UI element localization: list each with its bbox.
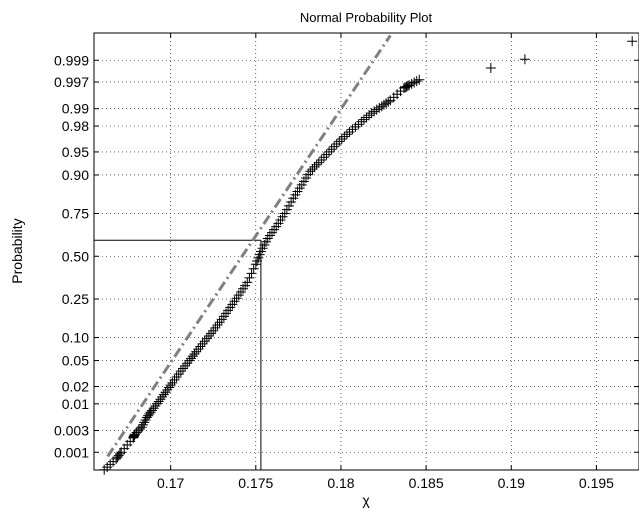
y-tick-label: 0.05: [62, 353, 89, 369]
data-point-marker: [136, 422, 147, 433]
fit-line: [106, 34, 392, 458]
y-tick-label: 0.001: [54, 444, 89, 460]
y-tick-label: 0.50: [62, 248, 89, 264]
x-axis-label: χ: [362, 492, 370, 508]
data-point-marker: [199, 336, 210, 347]
y-tick-label: 0.25: [62, 291, 89, 307]
data-point-marker: [177, 363, 188, 374]
y-axis-label: Probability: [9, 218, 25, 283]
y-tick-label: 0.02: [62, 379, 89, 395]
x-tick-label: 0.185: [409, 475, 444, 491]
data-point-marker: [316, 154, 327, 165]
data-point-marker: [318, 152, 329, 163]
data-point-marker: [305, 166, 316, 177]
y-ticks: 0.001 0.003 0.010.02 0.05 0.10 0.25 0.50 0.75 0.…: [54, 52, 639, 460]
data-point-marker: [197, 338, 208, 349]
y-tick-label: 0.95: [62, 144, 89, 160]
data-point-marker: [140, 414, 151, 425]
data-point-marker: [401, 81, 412, 92]
data-point-marker: [409, 77, 420, 88]
data-point-marker: [307, 164, 318, 175]
x-tick-label: 0.18: [327, 475, 354, 491]
data-point-marker: [411, 76, 422, 87]
data-point-marker: [180, 360, 191, 371]
data-point-marker: [242, 277, 253, 288]
data-point-marker: [369, 106, 380, 117]
y-tick-label: 0.003: [54, 423, 89, 439]
data-point-marker: [364, 110, 375, 121]
y-tick-label: 0.90: [62, 167, 89, 183]
data-point-marker: [313, 157, 324, 168]
fit-line-group: [106, 34, 392, 458]
y-tick-label: 0.99: [62, 101, 89, 117]
data-point-marker: [195, 341, 206, 352]
data-point-marker: [414, 74, 425, 85]
data-point-marker: [244, 272, 255, 283]
plot-frame: [93, 32, 639, 471]
grid: [94, 33, 639, 470]
x-tick-label: 0.195: [579, 475, 614, 491]
data-point-marker: [366, 108, 377, 119]
data-point-marker: [341, 129, 352, 140]
data-point-marker: [329, 141, 340, 152]
y-tick-label: 0.75: [62, 205, 89, 221]
data-point-marker: [339, 131, 350, 142]
y-tick-label: 0.01: [62, 396, 89, 412]
y-tick-label: 0.997: [54, 74, 89, 90]
x-tick-label: 0.19: [498, 475, 525, 491]
data-point-marker: [383, 96, 394, 107]
data-point-marker: [201, 333, 212, 344]
data-point-marker: [404, 80, 415, 91]
x-tick-label: 0.17: [157, 475, 184, 491]
data-point-marker: [309, 161, 320, 172]
data-point-marker: [485, 63, 496, 74]
data-point-marker: [371, 104, 382, 115]
data-point-marker: [326, 144, 337, 155]
data-point-marker: [246, 268, 257, 279]
data-point-marker: [139, 417, 150, 428]
data-point-marker: [519, 54, 530, 65]
chart-title: Normal Probability Plot: [300, 10, 433, 25]
data-point-marker: [248, 263, 259, 274]
data-point-marker: [191, 346, 202, 357]
data-point-marker: [206, 328, 217, 339]
data-point-marker: [331, 138, 342, 149]
data-point-marker: [356, 116, 367, 127]
data-point-marker: [137, 419, 148, 430]
x-ticks: 0.17 0.175 0.18 0.185 0.19 0.195: [157, 33, 614, 491]
data-point-marker: [627, 36, 638, 47]
data-point-marker: [361, 112, 372, 123]
data-point-marker: [114, 448, 125, 459]
reference-lines: [94, 239, 262, 470]
data-point-marker: [165, 380, 176, 391]
data-point-marker: [336, 133, 347, 144]
data-point-marker: [406, 78, 417, 89]
data-point-marker: [324, 146, 335, 157]
data-point-marker: [203, 331, 214, 342]
data-point-marker: [334, 136, 345, 147]
y-tick-label: 0.98: [62, 118, 89, 134]
y-tick-label: 0.999: [54, 52, 89, 68]
y-tick-label: 0.10: [62, 330, 89, 346]
x-tick-label: 0.175: [238, 475, 273, 491]
data-point-marker: [358, 114, 369, 125]
plot-background: [94, 33, 639, 470]
data-point-marker: [175, 366, 186, 377]
data-point-marker: [321, 149, 332, 160]
data-point-marker: [193, 344, 204, 355]
data-point-marker: [311, 159, 322, 170]
